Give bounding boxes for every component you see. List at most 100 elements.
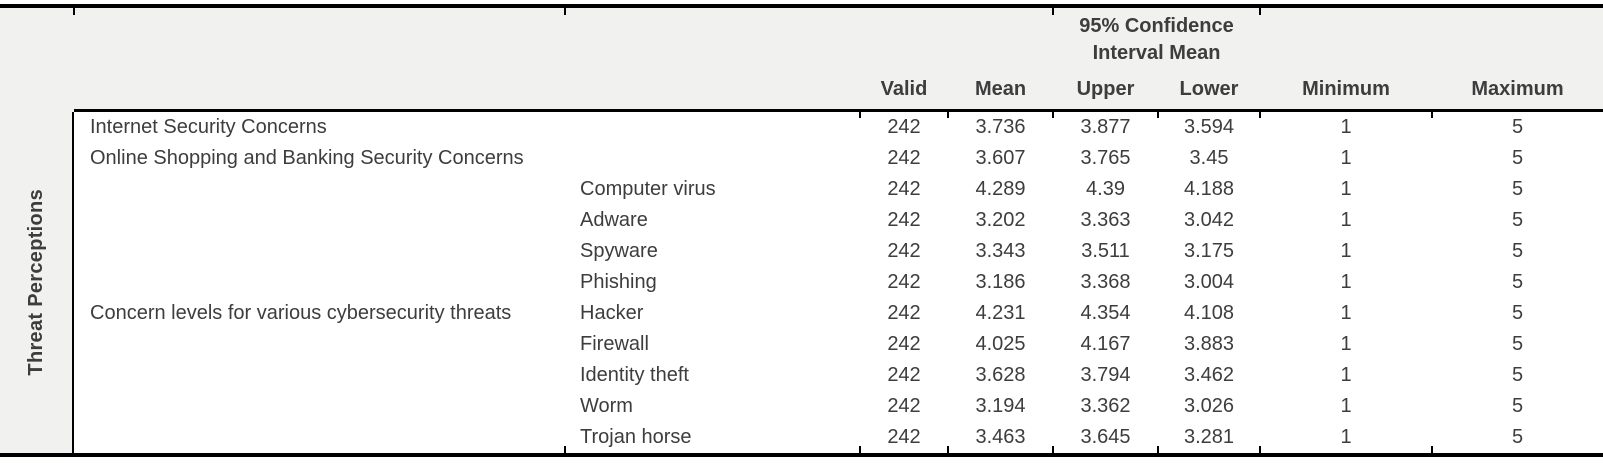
minimum-value: 1 [1340,395,1352,417]
header-empty-cell [1260,8,1433,70]
lower-value: 3.281 [1183,426,1235,448]
upper-value: 3.363 [1080,209,1131,231]
valid-value: 242 [887,209,921,231]
maximum-value: 5 [1511,302,1524,324]
threat-name: Hacker [580,302,644,324]
upper-value: 3.794 [1080,364,1131,386]
lower-value: 3.45 [1189,147,1229,169]
valid-value: 242 [887,302,921,324]
table-row: Concern levels for various cybersecurity… [0,174,1603,324]
lower-value: 3.026 [1183,395,1235,417]
threat-name: Firewall [580,333,649,355]
column-boundary-tick [564,8,566,15]
threat-name: Phishing [580,271,657,293]
confidence-interval-spanner: 95% Confidence Interval Mean [1053,8,1261,70]
upper-value: 4.354 [1080,302,1131,324]
maximum-value: 5 [1511,116,1524,138]
row-label: Internet Security Concerns [90,116,327,138]
column-boundary-tick [1259,446,1261,453]
row-group-box: Threat Perceptions [0,112,72,453]
upper-value: 4.39 [1086,178,1125,200]
mean-value: 3.194 [975,395,1026,417]
table-row: Hacker 242 4.231 4.354 4.108 1 5 [0,298,1603,329]
mean-value: 3.628 [975,364,1026,386]
upper-value: 3.645 [1080,426,1131,448]
valid-value: 242 [887,116,921,138]
minimum-value: 1 [1340,147,1352,169]
lower-value: 4.108 [1183,302,1235,324]
table-body: Threat Perceptions Internet Security Con… [0,112,1603,453]
upper-value: 3.362 [1080,395,1131,417]
threat-name: Computer virus [580,178,716,200]
lower-value: 3.883 [1183,333,1235,355]
threat-name: Trojan horse [580,426,692,448]
header-empty-cell [1432,8,1603,70]
descriptive-statistics-table: 95% Confidence Interval Mean Valid Mean … [0,4,1603,457]
valid-value: 242 [887,333,921,355]
valid-value: 242 [887,178,921,200]
column-boundary-tick [947,446,949,453]
lower-value: 3.004 [1183,271,1235,293]
column-boundary-tick [564,446,566,453]
column-boundary-tick [947,112,949,118]
column-boundary-tick [1259,112,1261,118]
header-empty-cell [0,8,860,70]
valid-value: 242 [887,240,921,262]
table-row: Adware 242 3.202 3.363 3.042 1 5 [0,205,1603,236]
minimum-value: 1 [1340,240,1352,262]
header-empty-cell [948,8,1053,70]
table-row: Spyware 242 3.343 3.511 3.175 1 5 [0,236,1603,267]
column-boundary-tick [859,112,861,118]
mean-value: 3.736 [975,116,1026,138]
table-row: Online Shopping and Banking Security Con… [0,143,1603,174]
table-row: Firewall 242 4.025 4.167 3.883 1 5 [0,329,1603,360]
spanner-row: 95% Confidence Interval Mean [0,8,1603,70]
minimum-value: 1 [1340,333,1352,355]
table-header: 95% Confidence Interval Mean Valid Mean … [0,8,1603,112]
minimum-value: 1 [1340,426,1352,448]
threat-name: Worm [580,395,633,417]
table-row: Identity theft 242 3.628 3.794 3.462 1 5 [0,360,1603,391]
minimum-value: 1 [1340,178,1352,200]
mean-value: 3.343 [975,240,1026,262]
column-boundary-tick [1052,446,1054,453]
valid-value: 242 [887,426,921,448]
upper-value: 3.765 [1080,147,1131,169]
minimum-value: 1 [1340,116,1352,138]
column-header-maximum: Maximum [1432,70,1603,112]
upper-value: 3.877 [1080,116,1131,138]
mean-value: 4.231 [975,302,1026,324]
valid-value: 242 [887,271,921,293]
valid-value: 242 [887,364,921,386]
lower-value: 3.462 [1183,364,1235,386]
header-corner-cell [0,70,74,112]
maximum-value: 5 [1511,333,1524,355]
column-header-lower: Lower [1158,70,1261,112]
column-header-mean: Mean [948,70,1053,112]
maximum-value: 5 [1511,364,1524,386]
threat-name: Spyware [580,240,658,262]
minimum-value: 1 [1340,209,1352,231]
mean-value: 3.202 [975,209,1026,231]
mean-value: 3.186 [975,271,1026,293]
threat-name: Identity theft [580,364,689,386]
header-empty-cell [860,8,948,70]
column-boundary-tick [1157,446,1159,453]
column-boundary-tick [1157,112,1159,118]
column-header-row: Valid Mean Upper Lower Minimum Maximum [0,70,1603,112]
maximum-value: 5 [1511,426,1524,448]
minimum-value: 1 [1340,271,1352,293]
maximum-value: 5 [1511,178,1524,200]
section-label: Concern levels for various cybersecurity… [90,302,512,324]
valid-value: 242 [887,147,921,169]
lower-value: 3.042 [1183,209,1235,231]
maximum-value: 5 [1511,209,1524,231]
table-row: Threat Perceptions Internet Security Con… [0,112,1603,453]
mean-value: 4.025 [975,333,1026,355]
column-boundary-tick [1431,446,1433,453]
column-boundary-tick [1259,8,1261,15]
mean-value: 4.289 [975,178,1026,200]
mean-value: 3.607 [975,147,1026,169]
column-header-minimum: Minimum [1260,70,1433,112]
